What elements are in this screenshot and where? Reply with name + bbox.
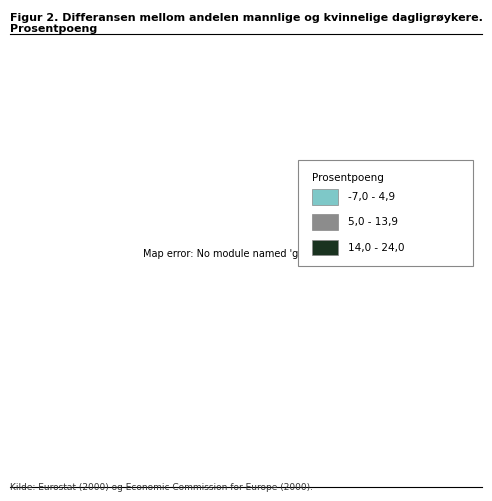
Text: Prosentpoeng: Prosentpoeng <box>10 24 97 34</box>
Bar <box>312 189 338 204</box>
Text: Figur 2. Differansen mellom andelen mannlige og kvinnelige dagligrøykere.: Figur 2. Differansen mellom andelen mann… <box>10 13 483 23</box>
Text: 5,0 - 13,9: 5,0 - 13,9 <box>347 217 398 227</box>
Text: 14,0 - 24,0: 14,0 - 24,0 <box>347 242 404 253</box>
Bar <box>312 239 338 256</box>
Text: Prosentpoeng: Prosentpoeng <box>312 173 384 183</box>
Text: -7,0 - 4,9: -7,0 - 4,9 <box>347 192 395 202</box>
FancyBboxPatch shape <box>298 160 473 266</box>
Text: Kilde: Eurostat (2000) og Economic Commission for Europe (2000).: Kilde: Eurostat (2000) og Economic Commi… <box>10 483 313 492</box>
Bar <box>312 214 338 230</box>
Text: Map error: No module named 'geopandas': Map error: No module named 'geopandas' <box>143 249 349 259</box>
